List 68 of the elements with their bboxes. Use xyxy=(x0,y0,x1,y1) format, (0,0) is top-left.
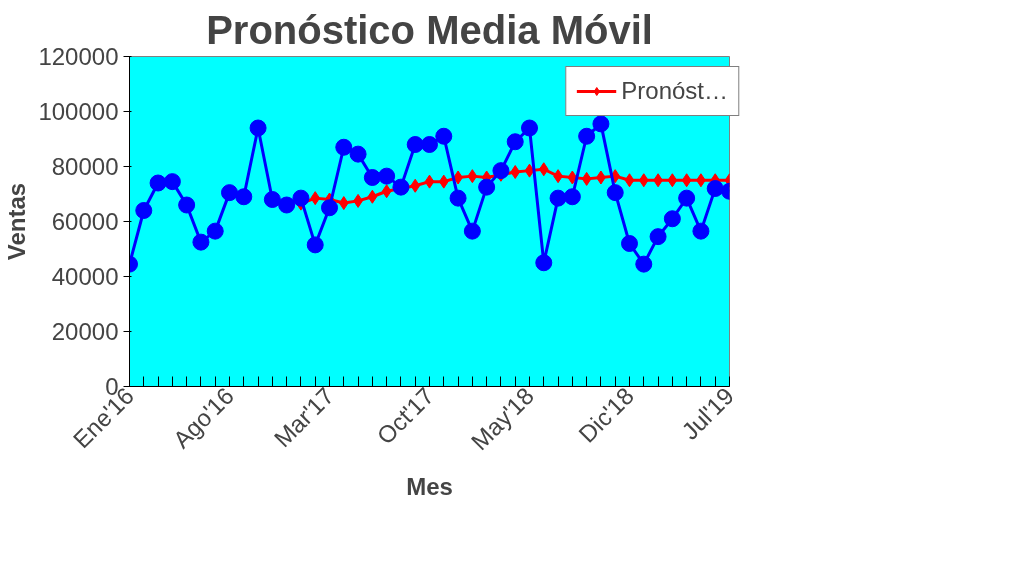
point xyxy=(221,184,238,202)
point xyxy=(263,191,281,208)
point xyxy=(567,170,578,185)
point xyxy=(278,196,296,214)
point xyxy=(206,222,224,240)
point xyxy=(549,189,567,207)
point xyxy=(235,188,253,206)
point xyxy=(535,254,553,272)
point xyxy=(706,180,724,197)
point xyxy=(149,174,167,192)
point xyxy=(621,235,638,252)
y-tick-label: 120000 xyxy=(38,43,119,70)
point xyxy=(635,255,653,273)
point xyxy=(135,202,153,219)
point xyxy=(392,178,410,196)
point xyxy=(638,173,649,188)
point xyxy=(338,196,349,211)
point xyxy=(581,171,592,186)
point xyxy=(310,191,321,206)
point xyxy=(163,173,181,191)
point xyxy=(381,184,392,199)
point xyxy=(510,165,521,179)
point xyxy=(538,162,549,177)
point xyxy=(292,189,310,207)
point xyxy=(624,173,635,188)
point xyxy=(321,199,338,217)
point xyxy=(606,184,624,202)
point xyxy=(678,189,696,207)
y-tick-label: 40000 xyxy=(51,263,119,290)
point xyxy=(306,236,324,254)
point xyxy=(406,136,424,153)
point xyxy=(449,189,467,207)
y-tick-label: 80000 xyxy=(51,153,119,180)
point xyxy=(649,228,667,246)
legend-label: Pronóst… xyxy=(621,77,728,105)
point xyxy=(424,174,435,189)
point xyxy=(421,136,438,153)
point xyxy=(663,210,681,228)
y-tick-label: 100000 xyxy=(38,98,119,125)
point xyxy=(467,169,478,184)
point xyxy=(478,178,496,196)
point xyxy=(578,127,596,145)
point xyxy=(667,173,678,188)
x-axis-title: Mes xyxy=(406,472,453,500)
point xyxy=(249,119,267,137)
y-axis-title: Ventas xyxy=(3,182,31,261)
y-tick-label: 60000 xyxy=(51,208,119,235)
point xyxy=(378,167,396,185)
point xyxy=(521,119,538,137)
point xyxy=(492,162,510,180)
y-tick-label: 20000 xyxy=(51,318,119,345)
point xyxy=(592,115,610,133)
point xyxy=(438,174,449,189)
point xyxy=(335,138,353,156)
point xyxy=(349,145,367,163)
point xyxy=(192,233,210,251)
point xyxy=(435,127,453,145)
point xyxy=(463,222,481,240)
point xyxy=(563,188,581,206)
point xyxy=(681,173,692,188)
point xyxy=(178,196,196,214)
point xyxy=(367,189,378,204)
point xyxy=(692,222,710,240)
point xyxy=(410,178,421,193)
chart-title: Pronóstico Media Móvil xyxy=(206,7,653,52)
point xyxy=(506,133,524,151)
point xyxy=(524,163,535,178)
point xyxy=(363,169,381,186)
